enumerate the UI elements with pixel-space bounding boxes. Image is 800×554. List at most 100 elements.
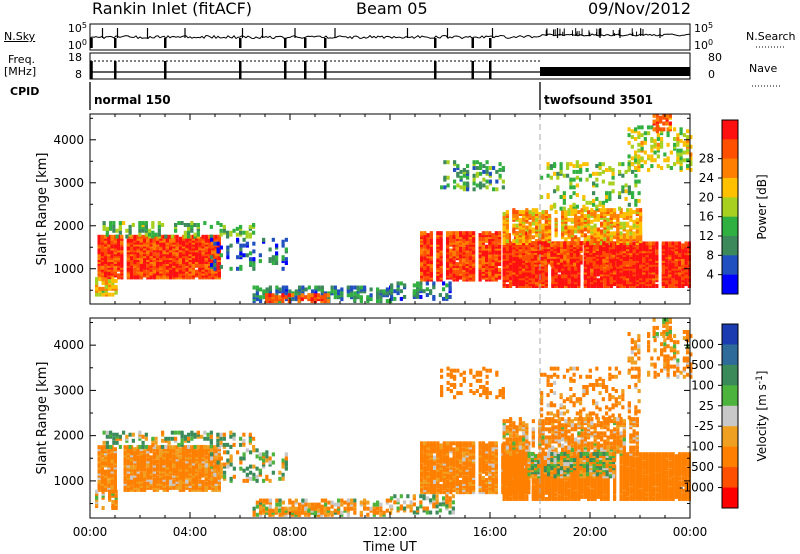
echo-cell <box>175 469 179 474</box>
echo-cell <box>159 467 163 472</box>
echo-cell <box>143 477 147 482</box>
echo-cell <box>172 461 176 466</box>
nsky-gap-marker <box>489 38 492 48</box>
echo-cell <box>159 473 163 478</box>
echo-cell <box>642 241 646 246</box>
echo-cell <box>482 164 486 169</box>
echo-cell <box>185 467 189 472</box>
echo-cell <box>191 483 195 488</box>
echo-cell <box>159 485 163 490</box>
echo-cell <box>201 479 205 484</box>
echo-cell <box>113 449 117 454</box>
echo-cell <box>143 234 147 239</box>
echo-cell <box>676 140 680 145</box>
echo-cell <box>660 144 664 149</box>
echo-cell <box>595 260 599 265</box>
echo-cell <box>600 208 604 213</box>
echo-cell <box>531 227 535 232</box>
echo-cell <box>575 204 579 209</box>
echo-cell <box>482 177 486 182</box>
echo-cell <box>175 485 179 490</box>
echo-cell <box>445 293 449 298</box>
echo-cell <box>185 451 189 456</box>
echo-cell <box>478 233 482 238</box>
echo-cell <box>635 245 639 250</box>
echo-cell <box>304 287 308 292</box>
echo-cell <box>640 146 644 151</box>
echo-cell <box>123 483 127 488</box>
echo-cell <box>193 232 197 237</box>
echo-cell <box>165 457 169 462</box>
nsky-gap-marker <box>114 38 117 48</box>
echo-cell <box>632 219 636 224</box>
echo-cell <box>182 445 186 450</box>
echo-cell <box>505 256 509 261</box>
echo-cell <box>144 221 148 226</box>
echo-cell <box>159 451 163 456</box>
echo-cell <box>420 231 424 236</box>
echo-cell <box>178 447 182 452</box>
echo-cell <box>156 463 160 468</box>
echo-cell <box>567 233 571 238</box>
echo-cell <box>643 160 647 165</box>
echo-cell <box>204 483 208 488</box>
echo-cell <box>136 457 140 462</box>
echo-cell <box>149 449 153 454</box>
echo-cell <box>195 481 199 486</box>
echo-cell <box>111 284 115 289</box>
echo-cell <box>300 297 304 302</box>
echo-cell <box>149 455 153 460</box>
echo-cell <box>122 221 126 226</box>
echo-cell <box>138 224 142 229</box>
nsky-gap-marker <box>471 38 474 48</box>
echo-cell <box>139 473 143 478</box>
echo-cell <box>396 281 400 286</box>
echo-cell <box>595 183 599 188</box>
echo-cell <box>567 208 571 213</box>
echo-cell <box>570 282 574 287</box>
echo-cell <box>512 227 516 232</box>
echo-cell <box>556 248 560 253</box>
echo-cell <box>109 224 113 229</box>
echo-cell <box>589 241 593 246</box>
echo-cell <box>605 198 609 203</box>
echo-cell <box>175 481 179 486</box>
colorbar-band <box>722 158 738 179</box>
freq-frame <box>89 52 691 80</box>
echo-cell <box>652 274 656 279</box>
echo-cell <box>505 276 509 281</box>
echo-cell <box>100 463 104 468</box>
echo-cell <box>162 451 166 456</box>
echo-cell <box>104 481 108 486</box>
echo-cell <box>133 453 137 458</box>
echo-cell <box>131 222 135 227</box>
echo-cell <box>136 465 140 470</box>
echo-cell <box>198 465 202 470</box>
echo-cell <box>245 241 249 246</box>
echo-cell <box>572 185 576 190</box>
echo-cell <box>429 248 433 253</box>
echo-cell <box>583 241 587 246</box>
echo-cell <box>627 140 631 145</box>
echo-cell <box>546 162 550 167</box>
echo-cell <box>356 285 360 290</box>
echo-cell <box>668 280 672 285</box>
echo-cell <box>188 457 192 462</box>
echo-cell <box>139 487 143 492</box>
echo-cell <box>366 295 370 300</box>
echo-cell <box>639 264 643 269</box>
echo-cell <box>182 467 186 472</box>
echo-cell <box>634 150 638 155</box>
echo-cell <box>201 447 205 452</box>
echo-cell <box>678 284 682 289</box>
echo-cell <box>619 231 623 236</box>
echo-cell <box>139 485 143 490</box>
echo-cell <box>136 469 140 474</box>
echo-cell <box>152 445 156 450</box>
echo-cell <box>182 451 186 456</box>
echo-cell <box>130 481 134 486</box>
echo-cell <box>498 267 502 272</box>
echo-cell <box>110 465 114 470</box>
echo-cell <box>138 228 142 233</box>
echo-cell <box>182 267 186 272</box>
